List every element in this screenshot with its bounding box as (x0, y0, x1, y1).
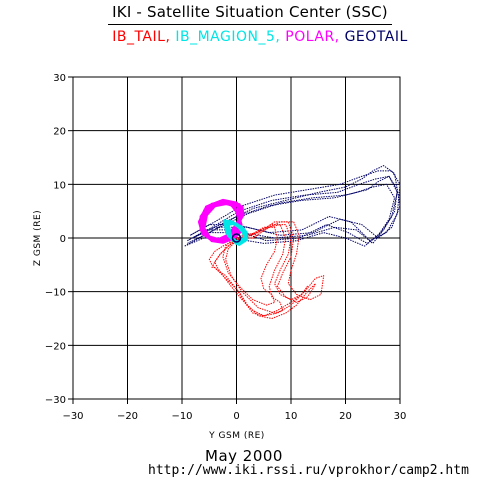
source-url: http://www.iki.rssi.ru/vprokhor/camp2.ht… (148, 463, 469, 478)
orbit-track (222, 226, 278, 306)
earth-marker (231, 233, 242, 243)
orbit-track (187, 175, 398, 244)
x-tick-label: −20 (117, 411, 138, 422)
date-label: May 2000 (205, 447, 283, 465)
orbit-track (187, 175, 398, 244)
x-axis-label: Y GSM (RE) (208, 431, 265, 441)
x-tick-label: −30 (62, 411, 83, 422)
legend-separator: , (275, 29, 286, 45)
legend-ib-tail: IB_TAIL (112, 29, 166, 45)
chart-title: IKI - Satellite Situation Center (SSC) (112, 3, 388, 21)
series-geotail (184, 165, 401, 247)
legend-polar: POLAR (285, 29, 335, 45)
x-tick-label: 20 (339, 411, 352, 422)
x-tick-label: −10 (171, 411, 192, 422)
orbit-track (192, 165, 401, 239)
legend: IB_TAIL, IB_MAGION_5, POLAR, GEOTAIL (0, 29, 500, 45)
x-tick-label: 0 (233, 411, 239, 422)
orbit-track (225, 224, 287, 314)
orbit-track (225, 221, 247, 245)
series-polar (197, 198, 245, 244)
legend-separator: , (334, 29, 345, 45)
orbit-track (184, 183, 396, 247)
y-tick-label: −20 (45, 341, 66, 352)
y-tick-label: −30 (45, 395, 66, 406)
y-tick-label: 10 (53, 180, 66, 191)
legend-separator: , (165, 29, 176, 45)
legend-geotail: GEOTAIL (344, 29, 408, 45)
y-tick-label: −10 (45, 288, 66, 299)
series-layer (184, 165, 401, 319)
orbit-track (208, 221, 325, 317)
axis-ticks: −30 −20 −10 0 10 20 30 −30 −20 −10 0 10 20 30 (45, 73, 406, 422)
legend-ib-magion-5: IB_MAGION_5 (175, 29, 276, 45)
y-tick-label: 30 (53, 73, 66, 84)
x-tick-label: 10 (285, 411, 298, 422)
y-tick-label: 20 (53, 127, 66, 138)
title-underline (108, 24, 392, 25)
orbit-track (197, 201, 243, 243)
y-axis-label: Z GSM (RE) (33, 210, 43, 266)
orbit-track (214, 224, 308, 317)
x-tick-label: 30 (394, 411, 407, 422)
y-tick-label: 0 (60, 234, 66, 245)
series-ib-tail (208, 221, 325, 319)
